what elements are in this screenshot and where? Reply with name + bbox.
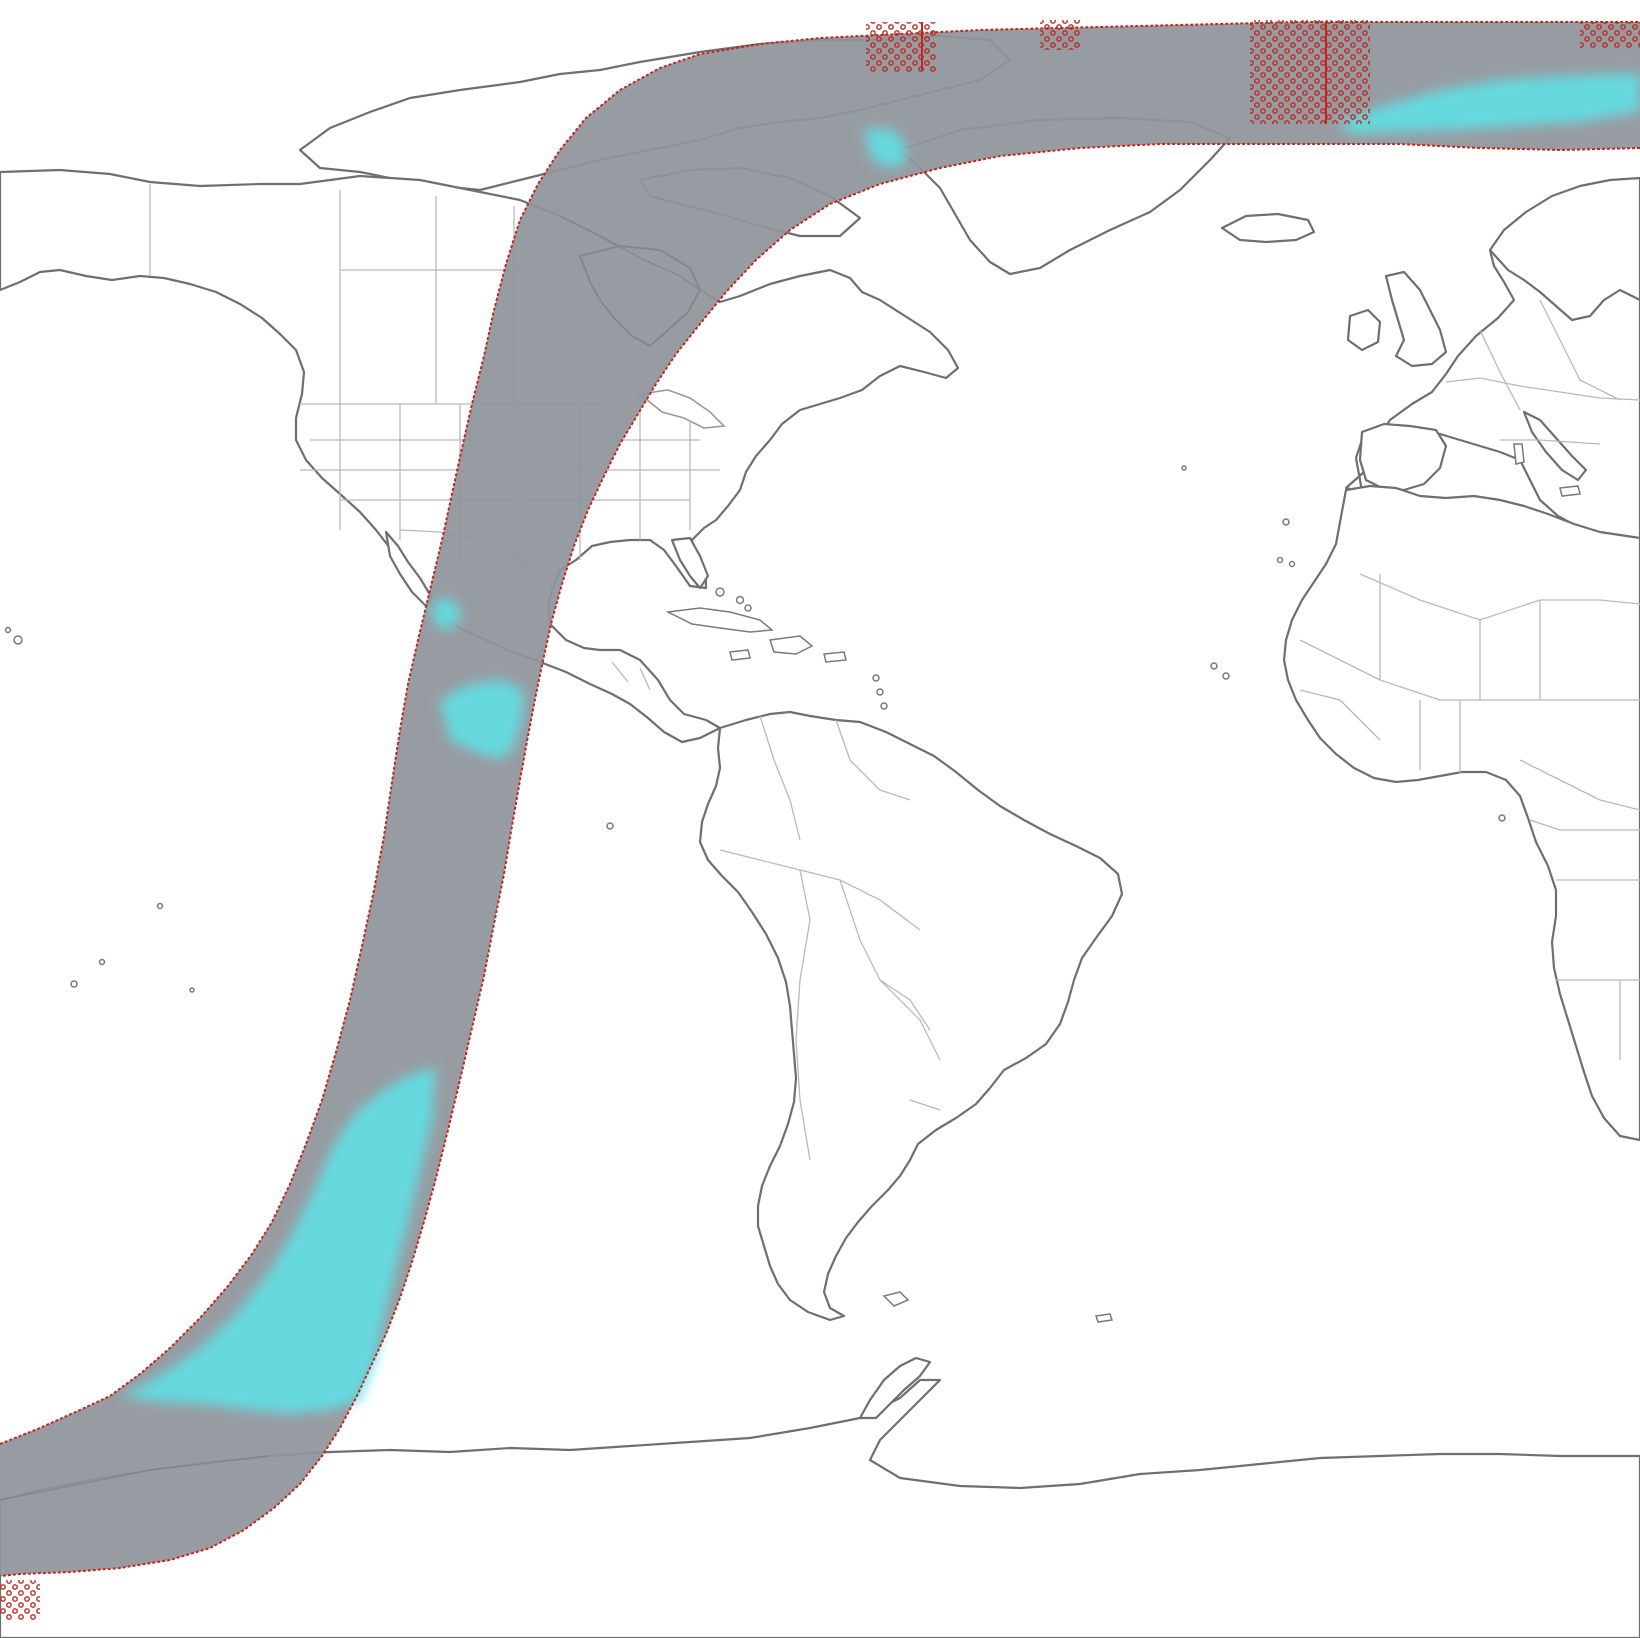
pacific-island-3 bbox=[70, 980, 78, 988]
noise-cluster-1 bbox=[866, 22, 936, 72]
galapagos bbox=[606, 822, 614, 830]
puerto-rico bbox=[823, 651, 847, 663]
noise-cluster-3 bbox=[1250, 20, 1370, 124]
antarctica bbox=[0, 1378, 1640, 1638]
cuba bbox=[665, 607, 774, 633]
hawaii-1 bbox=[13, 635, 23, 645]
coastlines-under-swath bbox=[0, 215, 701, 1501]
pacific-island-1 bbox=[156, 902, 164, 910]
cape-verde-1 bbox=[1210, 662, 1218, 670]
cyan-region-arctic-small bbox=[864, 128, 906, 168]
great-lakes bbox=[638, 389, 726, 429]
antarctic-peninsula bbox=[858, 1356, 932, 1420]
canary-1 bbox=[1276, 556, 1284, 564]
iberian-peninsula bbox=[1358, 422, 1448, 492]
cyan-data-regions bbox=[122, 74, 1640, 1414]
lesser-antilles-1 bbox=[872, 674, 880, 682]
cyan-region-south-pacific bbox=[122, 1068, 436, 1414]
canary-2 bbox=[1288, 560, 1296, 568]
swath-edge-inner bbox=[0, 143, 1640, 1577]
sao-tome bbox=[1498, 814, 1506, 822]
cape-verde-2 bbox=[1222, 672, 1230, 680]
south-georgia bbox=[1095, 1313, 1113, 1323]
bahamas-2 bbox=[735, 595, 745, 605]
polar-noise-artifacts bbox=[0, 20, 1640, 1620]
atlantic-island-1 bbox=[1181, 465, 1187, 471]
jamaica bbox=[729, 649, 751, 661]
sicily bbox=[1559, 485, 1581, 497]
ireland bbox=[1346, 308, 1382, 352]
iceland bbox=[1220, 212, 1316, 244]
lesser-antilles-2 bbox=[876, 688, 884, 696]
pacific-island-2 bbox=[98, 958, 106, 966]
lesser-antilles-3 bbox=[880, 702, 888, 710]
noise-cluster-5 bbox=[0, 1580, 40, 1620]
hawaii-2 bbox=[4, 626, 12, 634]
falkland-islands bbox=[882, 1291, 910, 1307]
italy bbox=[1522, 410, 1588, 482]
cyan-region-equatorial bbox=[440, 680, 524, 760]
noise-cluster-4 bbox=[1580, 22, 1640, 48]
scandinavia bbox=[1488, 176, 1640, 322]
cyan-region-mexico bbox=[430, 598, 462, 630]
florida bbox=[670, 536, 710, 590]
cyan-region-arctic-east bbox=[1340, 74, 1640, 134]
bahamas-3 bbox=[744, 604, 752, 612]
satellite-swath[interactable] bbox=[0, 20, 1640, 1620]
great-britain bbox=[1384, 270, 1448, 368]
bahamas-1 bbox=[715, 587, 725, 597]
africa bbox=[1282, 484, 1640, 1142]
south-america bbox=[698, 710, 1124, 1322]
hispaniola bbox=[769, 635, 814, 655]
sardinia bbox=[1513, 443, 1525, 465]
pacific-island-4 bbox=[189, 987, 195, 993]
atlantic-island-2 bbox=[1282, 518, 1290, 526]
swath-edge bbox=[0, 21, 1640, 1445]
noise-cluster-2 bbox=[1040, 20, 1080, 50]
